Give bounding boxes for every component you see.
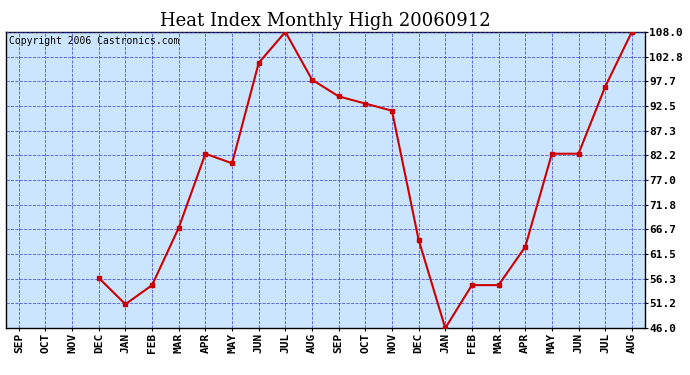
Text: Copyright 2006 Castronics.com: Copyright 2006 Castronics.com xyxy=(9,36,179,46)
Title: Heat Index Monthly High 20060912: Heat Index Monthly High 20060912 xyxy=(160,12,491,30)
